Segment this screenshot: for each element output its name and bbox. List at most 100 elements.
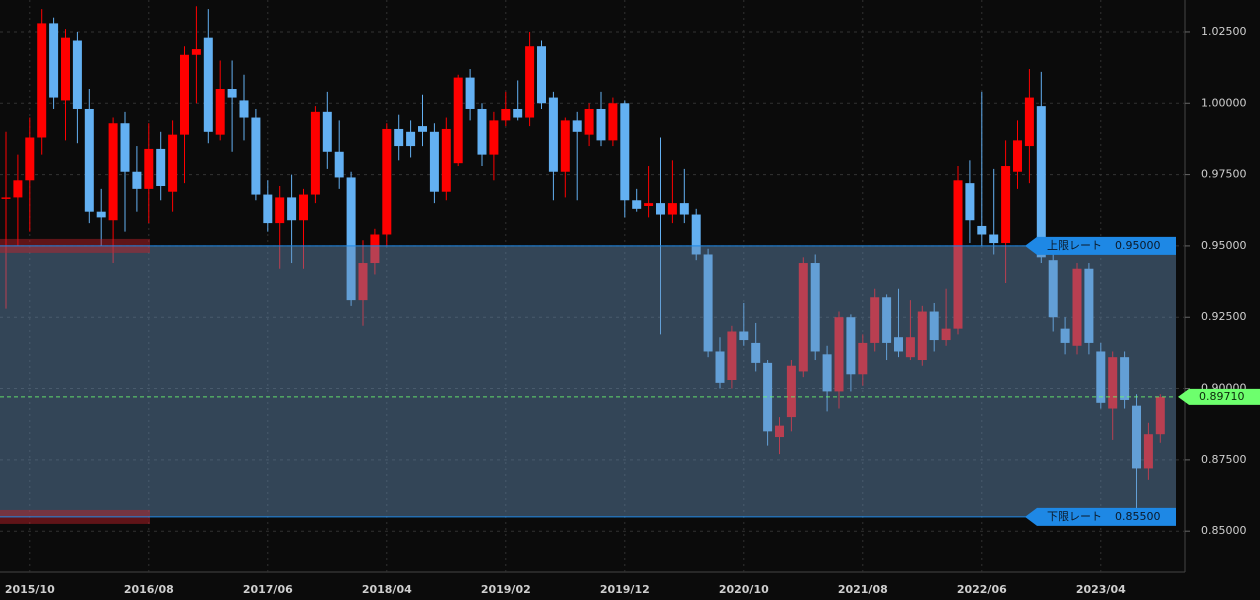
x-tick-label: 2023/04 [1076,583,1126,596]
x-tick-label: 2022/06 [957,583,1007,596]
candle-body [346,177,356,301]
candle-body [1024,97,1034,147]
candle-body [1143,434,1153,469]
candle-body [596,108,606,141]
candle-body [810,263,820,352]
y-tick-label: 0.97500 [1201,168,1247,181]
candle-body [1132,405,1141,469]
candle-body [548,97,558,172]
candle-body [1120,357,1130,400]
candle-body [322,111,332,152]
candle-body [287,197,297,221]
candle-body [786,365,796,418]
candle-body [1072,268,1082,346]
candle-body [72,40,82,109]
candle-body [132,171,142,189]
candle-body [941,328,951,341]
candle-body [798,263,808,372]
x-tick-label: 2018/04 [362,583,412,596]
current-price-label: 0.89710 [1199,390,1245,403]
candle-body [608,103,618,141]
candle-body [239,100,249,118]
candle-body [1048,260,1058,318]
x-tick-label: 2020/10 [719,583,769,596]
candle-body [382,128,392,235]
range-tag [1025,236,1176,255]
candle-body [108,123,118,221]
y-tick-label: 0.92500 [1201,310,1247,323]
y-tick-label: 1.00000 [1201,96,1247,109]
candle-body [727,331,737,380]
candle-body [751,342,761,363]
x-tick-label: 2019/12 [600,583,650,596]
range-band [0,245,1176,517]
candle-body [667,203,677,215]
candle-body [775,425,784,438]
candle-body [144,148,154,189]
range-tag [1025,507,1176,526]
candle-body [620,103,630,201]
candle-body [13,180,23,198]
y-tick-label: 1.02500 [1201,25,1247,38]
y-tick-label: 0.95000 [1201,239,1247,252]
range-value: 0.85500 [1115,510,1161,523]
candle-body [858,342,868,375]
candle-body [1060,328,1070,343]
candle-body [739,331,749,341]
candle-body [227,89,237,98]
x-tick-label: 2017/06 [243,583,293,596]
candle-body [715,351,725,383]
candle-body [560,120,570,172]
candle-body [180,54,189,135]
candle-body [299,194,308,221]
candle-body [572,120,582,132]
candle-body [929,311,939,341]
candle-body [870,297,880,343]
candle-body [822,354,832,392]
candle-body [358,263,368,301]
candle-body [882,297,892,343]
candle-body [656,203,665,215]
candle-body [525,46,535,118]
candle-body [203,37,213,132]
candle-body [406,131,416,147]
candle-body [441,128,451,192]
candle-body [84,108,94,212]
candle-body [120,123,130,172]
candle-body [1096,351,1106,403]
candle-body [429,131,439,192]
x-tick-label: 2021/08 [838,583,888,596]
candle-body [370,234,380,264]
candle-body [537,46,546,104]
candle-body [25,137,35,181]
candle-body [251,117,261,195]
candle-body [418,126,427,132]
candle-body [632,200,642,209]
candle-body [156,148,166,187]
candle-body [989,234,999,244]
candle-body [846,317,856,375]
candle-body [49,23,59,98]
candle-body [168,134,178,192]
candle-body [191,49,201,55]
candle-body [1013,140,1022,172]
candle-body [679,203,689,215]
candle-body [394,128,404,147]
candle-body [905,337,915,358]
range-name: 下限レート [1047,510,1102,523]
candle-body [977,225,987,235]
candle-body [477,108,487,155]
candle-body [37,23,47,138]
candle-body [834,317,844,392]
candle-body [1036,106,1046,258]
y-tick-label: 0.85000 [1201,524,1247,537]
range-name: 上限レート [1047,239,1102,252]
candle-body [691,214,701,255]
candle-body [965,183,975,221]
candle-body [763,362,773,432]
candle-body [894,337,903,352]
candle-body [96,211,106,218]
y-tick-label: 0.87500 [1201,453,1247,466]
candle-body [501,108,511,121]
